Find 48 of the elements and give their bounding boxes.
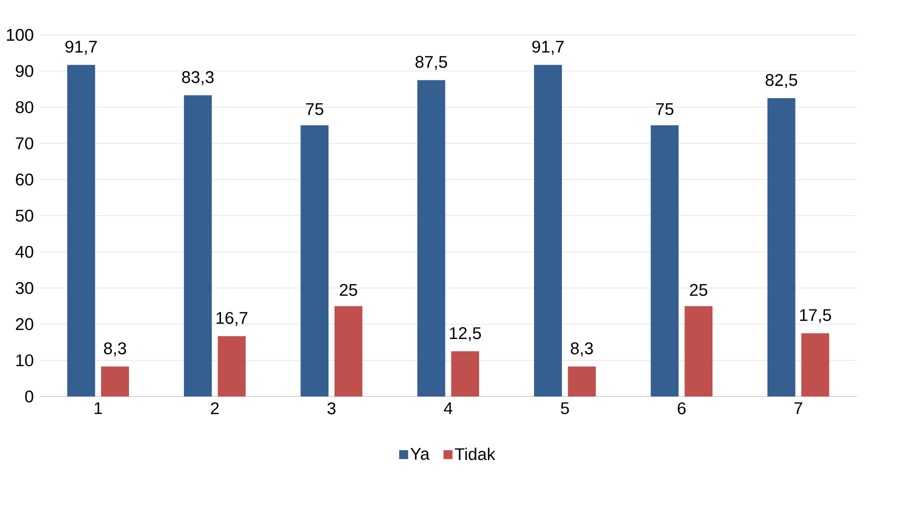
data-label: 25: [690, 284, 708, 296]
bar: [218, 336, 246, 396]
data-label: 17,5: [800, 309, 832, 324]
x-tick-label: 1: [94, 402, 102, 414]
y-tick-label: 10: [16, 354, 34, 366]
data-label: 83,3: [182, 71, 214, 86]
bar: [684, 306, 713, 396]
data-label: 8,3: [104, 342, 126, 356]
x-tick-label: 5: [560, 402, 569, 414]
data-label: 12,5: [450, 327, 481, 342]
data-label: 16,7: [216, 312, 248, 326]
data-label: 8,3: [570, 342, 593, 356]
bar: [334, 306, 362, 396]
bar: [184, 95, 212, 396]
bar: [67, 64, 96, 396]
data-label: 75: [656, 103, 674, 116]
data-label: 91,7: [65, 40, 97, 55]
bar: [801, 333, 830, 396]
y-tick-label: 60: [16, 173, 34, 186]
data-label: 25: [340, 284, 358, 296]
data-label: 87,5: [416, 56, 448, 70]
y-tick-label: 0: [25, 390, 34, 402]
y-tick-label: 100: [6, 28, 34, 41]
y-tick-label: 90: [16, 65, 34, 77]
y-tick-label: 30: [16, 282, 34, 294]
legend-label: Tidak: [454, 448, 496, 460]
y-tick-label: 20: [16, 318, 34, 330]
bar: [451, 351, 480, 396]
bar: [650, 125, 679, 396]
bar: [767, 98, 796, 396]
y-tick-label: 80: [16, 101, 34, 114]
x-tick-label: 6: [678, 402, 686, 414]
bar: [534, 64, 562, 396]
x-tick-label: 3: [327, 402, 336, 414]
x-tick-label: 2: [210, 402, 219, 414]
y-tick-label: 50: [16, 210, 34, 222]
data-label: 82,5: [766, 74, 798, 88]
data-label: 91,7: [532, 40, 564, 55]
bar: [568, 366, 596, 396]
bar: [101, 366, 129, 396]
bar: [417, 80, 446, 396]
x-tick-label: 4: [444, 402, 452, 414]
data-label: 75: [306, 103, 324, 116]
legend-label: Ya: [410, 448, 430, 460]
y-tick-label: 40: [15, 246, 34, 258]
y-tick-label: 70: [16, 137, 34, 150]
x-tick-label: 7: [794, 402, 802, 414]
bar: [300, 125, 329, 396]
